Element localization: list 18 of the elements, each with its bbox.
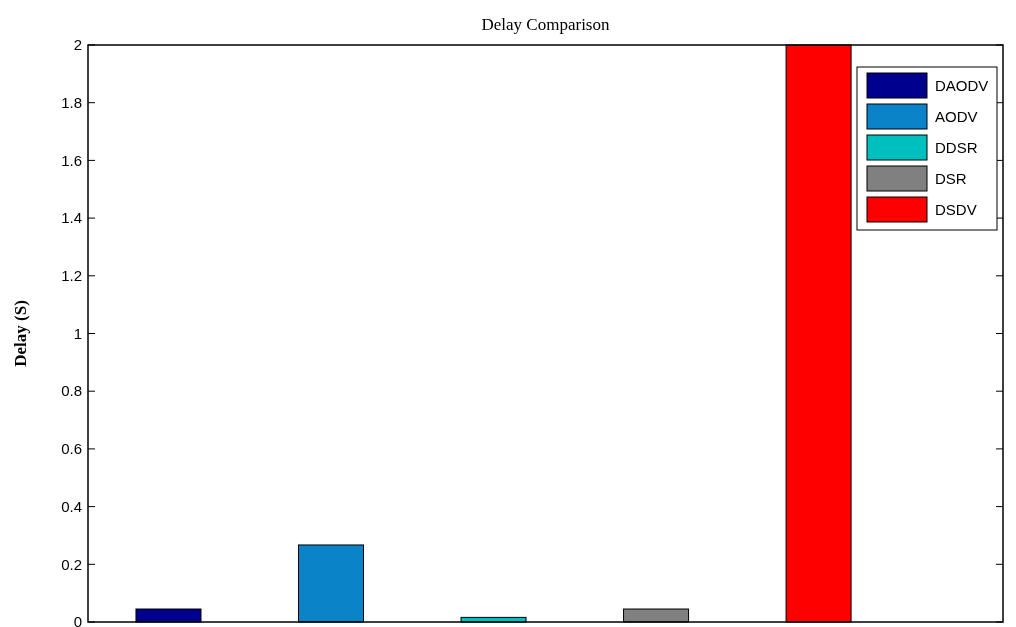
- y-tick-label: 0: [73, 613, 82, 627]
- y-tick-label: 1: [73, 324, 82, 342]
- chart-title: Delay Comparison: [481, 15, 610, 34]
- y-tick-label: 0.6: [61, 440, 82, 458]
- y-tick-label: 0.4: [61, 497, 82, 515]
- legend-label: DDSR: [935, 139, 978, 157]
- legend-label: DAODV: [935, 77, 989, 95]
- y-tick-label: 1.2: [61, 267, 82, 285]
- y-axis-title: Delay (S): [11, 300, 30, 367]
- y-tick-label: 1.4: [61, 209, 82, 227]
- y-tick-label: 0.2: [61, 555, 82, 573]
- y-tick-label: 1.6: [61, 151, 82, 169]
- y-tick-label: 0.8: [61, 382, 82, 400]
- y-tick-label: 1.8: [61, 93, 82, 111]
- y-tick-label: 2: [73, 36, 82, 54]
- legend-label: DSDV: [935, 201, 977, 219]
- legend-label: AODV: [935, 108, 978, 126]
- legend-label: DSR: [935, 170, 967, 188]
